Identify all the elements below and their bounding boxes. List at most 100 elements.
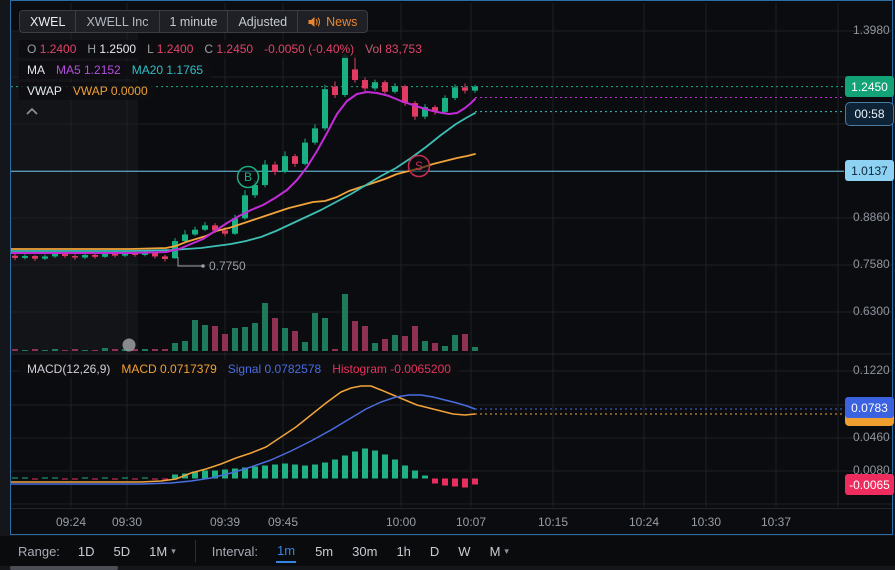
volume-bar: [342, 294, 348, 351]
low-value: 1.2400: [156, 42, 194, 56]
candle-body: [362, 80, 368, 89]
volume-bar: [432, 343, 438, 351]
last-price-badge: 1.2450: [845, 76, 894, 97]
macd-histogram-bar: [452, 478, 458, 487]
range-1m[interactable]: 1M ▾: [149, 544, 176, 559]
time-axis[interactable]: 09:24 09:30 09:39 09:45 10:00 10:07 10:15 10:24…: [11, 508, 892, 534]
sell-marker: [407, 154, 431, 178]
vwap-value: VWAP 0.0000: [72, 84, 148, 98]
candle-body: [402, 86, 408, 104]
volume-bar: [252, 323, 258, 351]
time-axis-label: 10:00: [385, 515, 417, 529]
chart-widget: B S 0.7750 XWEL XWELL Inc 1 minute Adjuste…: [10, 0, 894, 535]
volume-bar: [452, 335, 458, 351]
interval-group: 1m 5m 30m 1h D W M ▾: [276, 540, 528, 563]
range-label: 5D: [113, 543, 131, 559]
left-gutter: [0, 0, 10, 570]
macd-histogram-bar: [42, 477, 48, 479]
volume-value: 83,753: [385, 42, 422, 56]
candle-body: [352, 69, 358, 81]
interval-30m[interactable]: 30m: [352, 544, 377, 559]
range-5d[interactable]: 5D: [114, 544, 131, 559]
chevron-up-icon[interactable]: [25, 103, 41, 115]
macd-histogram-bar: [52, 477, 58, 479]
candle-body: [332, 86, 338, 96]
low-annotation-dot: [201, 264, 205, 268]
adjusted-chip[interactable]: Adjusted: [228, 11, 299, 32]
macd-histogram-bar: [72, 478, 78, 480]
candle-body: [432, 107, 438, 112]
volume-bar: [262, 303, 268, 351]
candle-body: [242, 195, 248, 219]
candle-body: [62, 253, 68, 257]
macd-histogram-bar: [152, 478, 158, 480]
macd-histogram-bar: [162, 478, 168, 480]
macd-histogram-bar: [32, 478, 38, 480]
candle-body: [272, 164, 278, 172]
symbol-ticker[interactable]: XWEL: [20, 11, 77, 32]
macd-histogram-bar: [352, 451, 358, 479]
macd-line: [11, 385, 476, 483]
news-chip[interactable]: News: [298, 11, 367, 32]
volume-bar: [472, 347, 478, 351]
candle-body: [462, 87, 468, 91]
speaker-icon: [308, 16, 321, 27]
volume-bar: [322, 318, 328, 351]
volume-bar: [462, 334, 468, 351]
interval-w[interactable]: W: [458, 544, 470, 559]
macd-histogram-bar: [292, 464, 298, 479]
volume-bar: [212, 326, 218, 351]
macd-histogram-bar: [22, 477, 28, 479]
time-axis-label: 10:24: [628, 515, 660, 529]
interval-d[interactable]: D: [430, 544, 439, 559]
macd-histogram-bar: [242, 467, 248, 479]
interval-label: 30m: [352, 543, 378, 559]
interval-5m[interactable]: 5m: [315, 544, 333, 559]
premarket-shade: [11, 31, 138, 353]
ma20-line: [11, 112, 476, 252]
range-1d[interactable]: 1D: [78, 544, 95, 559]
interval-chip[interactable]: 1 minute: [160, 11, 229, 32]
time-axis-label: 09:30: [111, 515, 143, 529]
macd-histogram-bar: [102, 477, 108, 479]
macd-histogram-bar: [272, 464, 278, 479]
candle-body: [372, 82, 378, 89]
chevron-down-icon: ▾: [171, 545, 176, 556]
ohlc-legend: O 1.2400 H 1.2500 L 1.2400 C 1.2450 -0.0…: [19, 40, 430, 58]
ma5-value: MA5 1.2152: [56, 63, 121, 77]
candle-body: [12, 255, 18, 258]
horizontal-scrollbar-thumb[interactable]: [10, 566, 118, 570]
prev-close-badge: 1.0137: [845, 160, 894, 181]
volume-bar: [372, 343, 378, 351]
macd-axis-label: 0.0460: [853, 430, 890, 444]
low-annotation-line: [177, 257, 202, 267]
candle-body: [192, 229, 198, 235]
buy-marker: [236, 165, 260, 189]
volume-bar: [202, 325, 208, 351]
interval-1m[interactable]: 1m: [276, 539, 297, 563]
macd-histogram-bar: [312, 464, 318, 479]
macd-histogram-bar: [282, 463, 288, 479]
range-group: 1D 5D 1M ▾: [78, 544, 195, 559]
interval-1h[interactable]: 1h: [396, 544, 410, 559]
candle-body: [22, 256, 28, 258]
volume-bar: [412, 326, 418, 351]
candle-body: [52, 253, 58, 257]
change-value: -0.0050 (-0.40%): [264, 42, 355, 56]
interval-m[interactable]: M ▾: [490, 544, 509, 559]
volume-bar: [132, 349, 138, 351]
histogram-value-badge: -0.0065: [845, 474, 894, 495]
chevron-down-icon: ▾: [504, 545, 509, 556]
time-axis-label: 09:45: [267, 515, 299, 529]
volume-bar: [162, 349, 168, 351]
price-chart-canvas[interactable]: B S 0.7750: [11, 1, 892, 534]
macd-histogram-bar: [332, 459, 338, 479]
ma20-value: MA20 1.1765: [131, 63, 204, 77]
macd-histogram-bar: [252, 466, 258, 479]
macd-histogram-bar: [172, 474, 178, 479]
candle-body: [252, 185, 258, 196]
volume-bar: [42, 350, 48, 351]
volume-bar: [282, 328, 288, 351]
session-dot: [122, 338, 136, 352]
macd-histogram-bar: [412, 470, 418, 479]
